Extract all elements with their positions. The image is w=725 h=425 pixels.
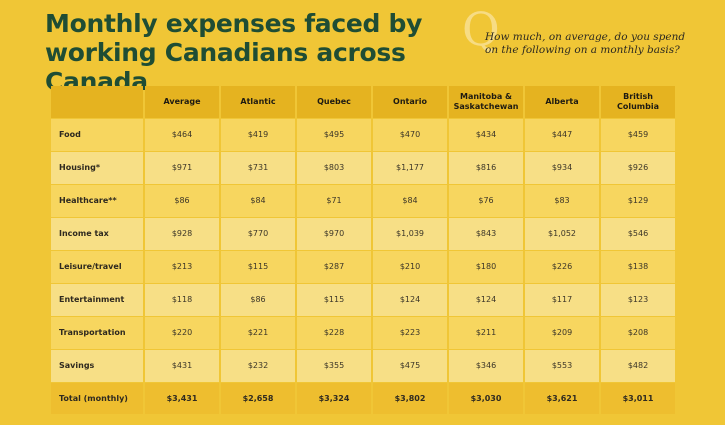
total-cell: $3,030 bbox=[449, 383, 523, 414]
table-cell: $843 bbox=[449, 218, 523, 250]
table-cell: $482 bbox=[601, 350, 675, 382]
table-cell: $419 bbox=[221, 119, 295, 151]
table-cell: $138 bbox=[601, 251, 675, 283]
table-row-income-tax: Income tax $928 $770 $970 $1,039 $843 $1… bbox=[51, 218, 675, 250]
table-cell: $1,177 bbox=[373, 152, 447, 184]
column-header-manitoba-saskatchewan: Manitoba & Saskatchewan bbox=[449, 86, 523, 118]
table-row-total: Total (monthly) $3,431 $2,658 $3,324 $3,… bbox=[51, 383, 675, 414]
table-row-leisure-travel: Leisure/travel $213 $115 $287 $210 $180 … bbox=[51, 251, 675, 283]
column-header-average: Average bbox=[145, 86, 219, 118]
table-cell: $124 bbox=[373, 284, 447, 316]
row-label-food: Food bbox=[51, 119, 143, 151]
table-row-entertainment: Entertainment $118 $86 $115 $124 $124 $1… bbox=[51, 284, 675, 316]
table-cell: $971 bbox=[145, 152, 219, 184]
table-cell: $970 bbox=[297, 218, 371, 250]
total-cell: $3,431 bbox=[145, 383, 219, 414]
table-cell: $232 bbox=[221, 350, 295, 382]
table-cell: $355 bbox=[297, 350, 371, 382]
table-cell: $346 bbox=[449, 350, 523, 382]
table-cell: $546 bbox=[601, 218, 675, 250]
total-cell: $3,324 bbox=[297, 383, 371, 414]
total-cell: $3,011 bbox=[601, 383, 675, 414]
table-cell: $86 bbox=[145, 185, 219, 217]
table-cell: $129 bbox=[601, 185, 675, 217]
table-cell: $447 bbox=[525, 119, 599, 151]
table-cell: $210 bbox=[373, 251, 447, 283]
table-cell: $816 bbox=[449, 152, 523, 184]
table-cell: $115 bbox=[221, 251, 295, 283]
row-label-leisure-travel: Leisure/travel bbox=[51, 251, 143, 283]
table-cell: $118 bbox=[145, 284, 219, 316]
table-cell: $123 bbox=[601, 284, 675, 316]
expenses-table: Average Atlantic Quebec Ontario Manitoba… bbox=[49, 85, 677, 415]
table-cell: $213 bbox=[145, 251, 219, 283]
row-label-transportation: Transportation bbox=[51, 317, 143, 349]
table-row-housing: Housing* $971 $731 $803 $1,177 $816 $934… bbox=[51, 152, 675, 184]
table-cell: $71 bbox=[297, 185, 371, 217]
table-cell: $208 bbox=[601, 317, 675, 349]
table-cell: $770 bbox=[221, 218, 295, 250]
table-row-savings: Savings $431 $232 $355 $475 $346 $553 $4… bbox=[51, 350, 675, 382]
table-cell: $470 bbox=[373, 119, 447, 151]
table-cell: $934 bbox=[525, 152, 599, 184]
table-header-row: Average Atlantic Quebec Ontario Manitoba… bbox=[51, 86, 675, 118]
table-cell: $287 bbox=[297, 251, 371, 283]
column-header-british-columbia: British Columbia bbox=[601, 86, 675, 118]
table-cell: $76 bbox=[449, 185, 523, 217]
row-label-income-tax: Income tax bbox=[51, 218, 143, 250]
table-cell: $124 bbox=[449, 284, 523, 316]
survey-question: How much, on average, do you spend on th… bbox=[485, 31, 686, 56]
table-cell: $228 bbox=[297, 317, 371, 349]
table-cell: $434 bbox=[449, 119, 523, 151]
table-cell: $115 bbox=[297, 284, 371, 316]
table-cell: $928 bbox=[145, 218, 219, 250]
column-header-atlantic: Atlantic bbox=[221, 86, 295, 118]
table-cell: $431 bbox=[145, 350, 219, 382]
column-header-alberta: Alberta bbox=[525, 86, 599, 118]
table-cell: $553 bbox=[525, 350, 599, 382]
page-title: Monthly expenses faced by working Canadi… bbox=[45, 9, 423, 96]
table-cell: $86 bbox=[221, 284, 295, 316]
column-header-quebec: Quebec bbox=[297, 86, 371, 118]
total-cell: $3,802 bbox=[373, 383, 447, 414]
question-mark-glyph: Q bbox=[462, 2, 500, 56]
table-cell: $459 bbox=[601, 119, 675, 151]
row-label-entertainment: Entertainment bbox=[51, 284, 143, 316]
table-cell: $803 bbox=[297, 152, 371, 184]
table-row-transportation: Transportation $220 $221 $228 $223 $211 … bbox=[51, 317, 675, 349]
table-cell: $84 bbox=[373, 185, 447, 217]
column-header-ontario: Ontario bbox=[373, 86, 447, 118]
table-cell: $1,052 bbox=[525, 218, 599, 250]
table-cell: $223 bbox=[373, 317, 447, 349]
table-row-food: Food $464 $419 $495 $470 $434 $447 $459 bbox=[51, 119, 675, 151]
table-cell: $926 bbox=[601, 152, 675, 184]
row-label-savings: Savings bbox=[51, 350, 143, 382]
table-cell: $117 bbox=[525, 284, 599, 316]
total-cell: $2,658 bbox=[221, 383, 295, 414]
table-cell: $211 bbox=[449, 317, 523, 349]
table-cell: $731 bbox=[221, 152, 295, 184]
table-cell: $1,039 bbox=[373, 218, 447, 250]
table-cell: $180 bbox=[449, 251, 523, 283]
table-cell: $475 bbox=[373, 350, 447, 382]
table-cell: $84 bbox=[221, 185, 295, 217]
table-cell: $83 bbox=[525, 185, 599, 217]
table-cell: $209 bbox=[525, 317, 599, 349]
row-label-housing: Housing* bbox=[51, 152, 143, 184]
total-cell: $3,621 bbox=[525, 383, 599, 414]
row-label-total: Total (monthly) bbox=[51, 383, 143, 414]
header-label-spacer bbox=[51, 86, 143, 118]
table-cell: $226 bbox=[525, 251, 599, 283]
table-cell: $464 bbox=[145, 119, 219, 151]
table-cell: $495 bbox=[297, 119, 371, 151]
table-cell: $220 bbox=[145, 317, 219, 349]
row-label-healthcare: Healthcare** bbox=[51, 185, 143, 217]
table-row-healthcare: Healthcare** $86 $84 $71 $84 $76 $83 $12… bbox=[51, 185, 675, 217]
table-cell: $221 bbox=[221, 317, 295, 349]
